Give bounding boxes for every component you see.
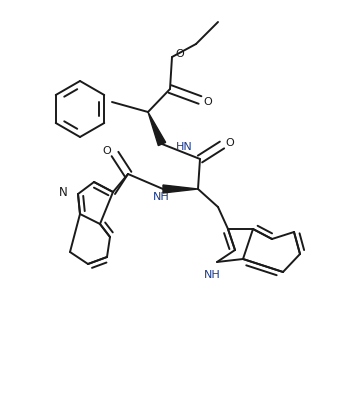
Text: O: O (226, 138, 234, 148)
Text: NH: NH (204, 270, 220, 280)
Polygon shape (148, 112, 166, 146)
Text: N: N (59, 186, 68, 199)
Text: HN: HN (176, 142, 193, 152)
Text: O: O (176, 49, 184, 59)
Polygon shape (163, 185, 198, 193)
Text: O: O (103, 146, 111, 156)
Text: O: O (204, 97, 212, 107)
Text: NH: NH (153, 192, 170, 202)
